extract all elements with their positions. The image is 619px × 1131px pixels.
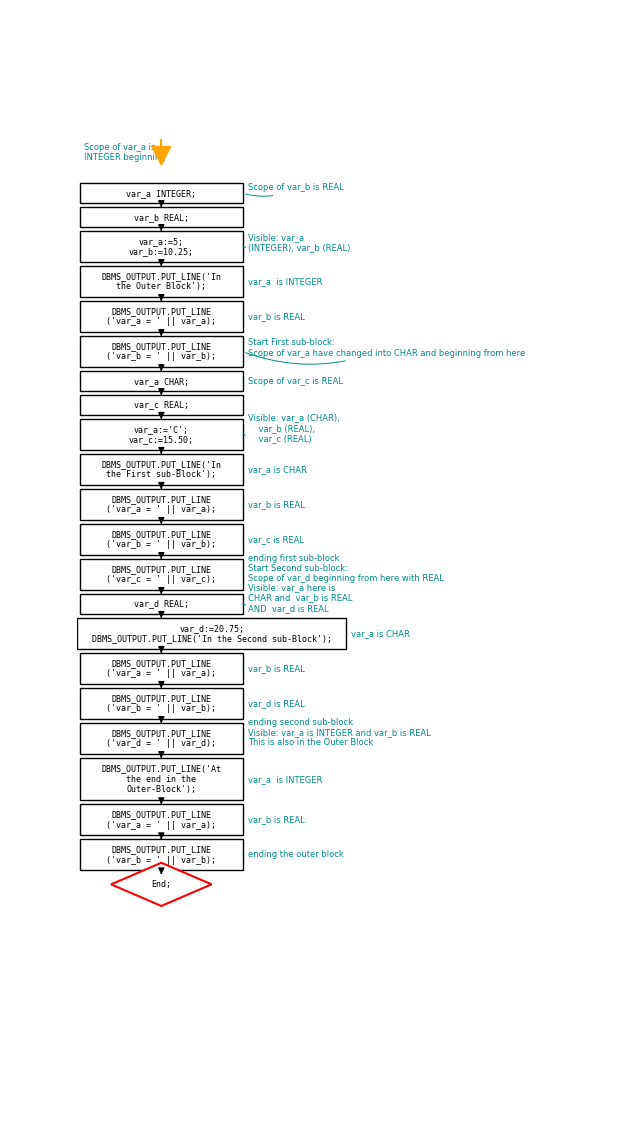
Text: var_a is CHAR: var_a is CHAR xyxy=(243,465,307,474)
Bar xyxy=(80,301,243,333)
Bar xyxy=(80,688,243,719)
Text: DBMS_OUTPUT.PUT_LINE
('var_a = ' || var_a);: DBMS_OUTPUT.PUT_LINE ('var_a = ' || var_… xyxy=(106,810,216,829)
Text: var_d:=20.75;
DBMS_OUTPUT.PUT_LINE('In the Second sub-Block');: var_d:=20.75; DBMS_OUTPUT.PUT_LINE('In t… xyxy=(92,624,332,644)
Bar xyxy=(80,489,243,520)
Text: DBMS_OUTPUT.PUT_LINE
('var_a = ' || var_a);: DBMS_OUTPUT.PUT_LINE ('var_a = ' || var_… xyxy=(106,495,216,515)
Bar xyxy=(80,524,243,555)
Text: var_b is REAL: var_b is REAL xyxy=(243,500,305,509)
Bar xyxy=(80,183,243,204)
Bar xyxy=(80,455,243,485)
Text: var_a CHAR;: var_a CHAR; xyxy=(134,377,189,386)
Text: DBMS_OUTPUT.PUT_LINE
('var_b = ' || var_b);: DBMS_OUTPUT.PUT_LINE ('var_b = ' || var_… xyxy=(106,342,216,362)
Text: ending first sub-block
Start Second sub-block:
Scope of var_d beginning from her: ending first sub-block Start Second sub-… xyxy=(243,553,444,584)
Text: Scope of var_b is REAL: Scope of var_b is REAL xyxy=(246,183,344,197)
Text: var_a:='C';
var_c:=15.50;: var_a:='C'; var_c:=15.50; xyxy=(129,425,194,444)
Text: var_b is REAL: var_b is REAL xyxy=(243,664,305,673)
Bar xyxy=(80,839,243,870)
Text: DBMS_OUTPUT.PUT_LINE
('var_a = ' || var_a);: DBMS_OUTPUT.PUT_LINE ('var_a = ' || var_… xyxy=(106,659,216,679)
Text: Visible: var_a
(INTEGER), var_b (REAL): Visible: var_a (INTEGER), var_b (REAL) xyxy=(243,233,351,252)
Bar xyxy=(80,723,243,754)
Bar xyxy=(80,654,243,684)
Text: ending the outer block: ending the outer block xyxy=(243,851,344,860)
Bar xyxy=(80,336,243,368)
Bar xyxy=(80,207,243,227)
Bar xyxy=(80,758,243,801)
Bar xyxy=(80,559,243,590)
Text: var_b is REAL: var_b is REAL xyxy=(243,815,305,824)
Text: var_d REAL;: var_d REAL; xyxy=(134,599,189,608)
Text: Visible: var_a here is
CHAR and  var_b is REAL
AND  var_d is REAL: Visible: var_a here is CHAR and var_b is… xyxy=(243,582,353,613)
Text: DBMS_OUTPUT.PUT_LINE
('var_b = ' || var_b);: DBMS_OUTPUT.PUT_LINE ('var_b = ' || var_… xyxy=(106,694,216,714)
Bar xyxy=(77,619,346,649)
Text: DBMS_OUTPUT.PUT_LINE
('var_b = ' || var_b);: DBMS_OUTPUT.PUT_LINE ('var_b = ' || var_… xyxy=(106,530,216,550)
Text: var_a:=5;
var_b:=10.25;: var_a:=5; var_b:=10.25; xyxy=(129,236,194,257)
Text: Scope of var_a is
INTEGER beginning: Scope of var_a is INTEGER beginning xyxy=(84,143,165,162)
Bar xyxy=(80,266,243,297)
Bar xyxy=(80,395,243,415)
Text: DBMS_OUTPUT.PUT_LINE
('var_a = ' || var_a);: DBMS_OUTPUT.PUT_LINE ('var_a = ' || var_… xyxy=(106,307,216,327)
Polygon shape xyxy=(152,147,171,165)
Text: var_b is REAL: var_b is REAL xyxy=(243,312,305,321)
Text: Visible: var_a (CHAR),
    var_b (REAL),
    var_c (REAL): Visible: var_a (CHAR), var_b (REAL), var… xyxy=(243,414,340,443)
Text: var_a INTEGER;: var_a INTEGER; xyxy=(126,189,196,198)
Text: var_a is CHAR: var_a is CHAR xyxy=(346,629,410,638)
Text: DBMS_OUTPUT.PUT_LINE('In
the Outer Block');: DBMS_OUTPUT.PUT_LINE('In the Outer Block… xyxy=(102,271,222,292)
Bar xyxy=(80,231,243,262)
Polygon shape xyxy=(111,863,212,906)
Text: DBMS_OUTPUT.PUT_LINE
('var_c = ' || var_c);: DBMS_OUTPUT.PUT_LINE ('var_c = ' || var_… xyxy=(106,564,216,585)
Bar xyxy=(80,420,243,450)
Bar xyxy=(80,594,243,614)
Bar xyxy=(80,371,243,391)
Text: var_a  is INTEGER: var_a is INTEGER xyxy=(243,775,322,784)
Text: Start First sub-block:
Scope of var_a have changed into CHAR and beginning from : Start First sub-block: Scope of var_a ha… xyxy=(246,338,526,364)
Text: var_c REAL;: var_c REAL; xyxy=(134,400,189,409)
Text: DBMS_OUTPUT.PUT_LINE
('var_b = ' || var_b);: DBMS_OUTPUT.PUT_LINE ('var_b = ' || var_… xyxy=(106,845,216,864)
Text: var_d is REAL: var_d is REAL xyxy=(243,699,305,708)
Text: DBMS_OUTPUT.PUT_LINE('At
the end in the
Outer-Block');: DBMS_OUTPUT.PUT_LINE('At the end in the … xyxy=(102,765,222,794)
Bar xyxy=(80,804,243,836)
Text: DBMS_OUTPUT.PUT_LINE
('var_d = ' || var_d);: DBMS_OUTPUT.PUT_LINE ('var_d = ' || var_… xyxy=(106,729,216,749)
Text: var_c is REAL: var_c is REAL xyxy=(243,535,305,544)
Text: ending second sub-block
Visible: var_a is INTEGER and var_b is REAL
This is also: ending second sub-block Visible: var_a i… xyxy=(243,717,431,748)
Text: var_b REAL;: var_b REAL; xyxy=(134,213,189,222)
Text: DBMS_OUTPUT.PUT_LINE('In
the First sub-Block');: DBMS_OUTPUT.PUT_LINE('In the First sub-B… xyxy=(102,460,222,480)
Text: var_a  is INTEGER: var_a is INTEGER xyxy=(243,277,322,286)
Text: Scope of var_c is REAL: Scope of var_c is REAL xyxy=(243,377,344,386)
Text: End;: End; xyxy=(151,880,171,889)
